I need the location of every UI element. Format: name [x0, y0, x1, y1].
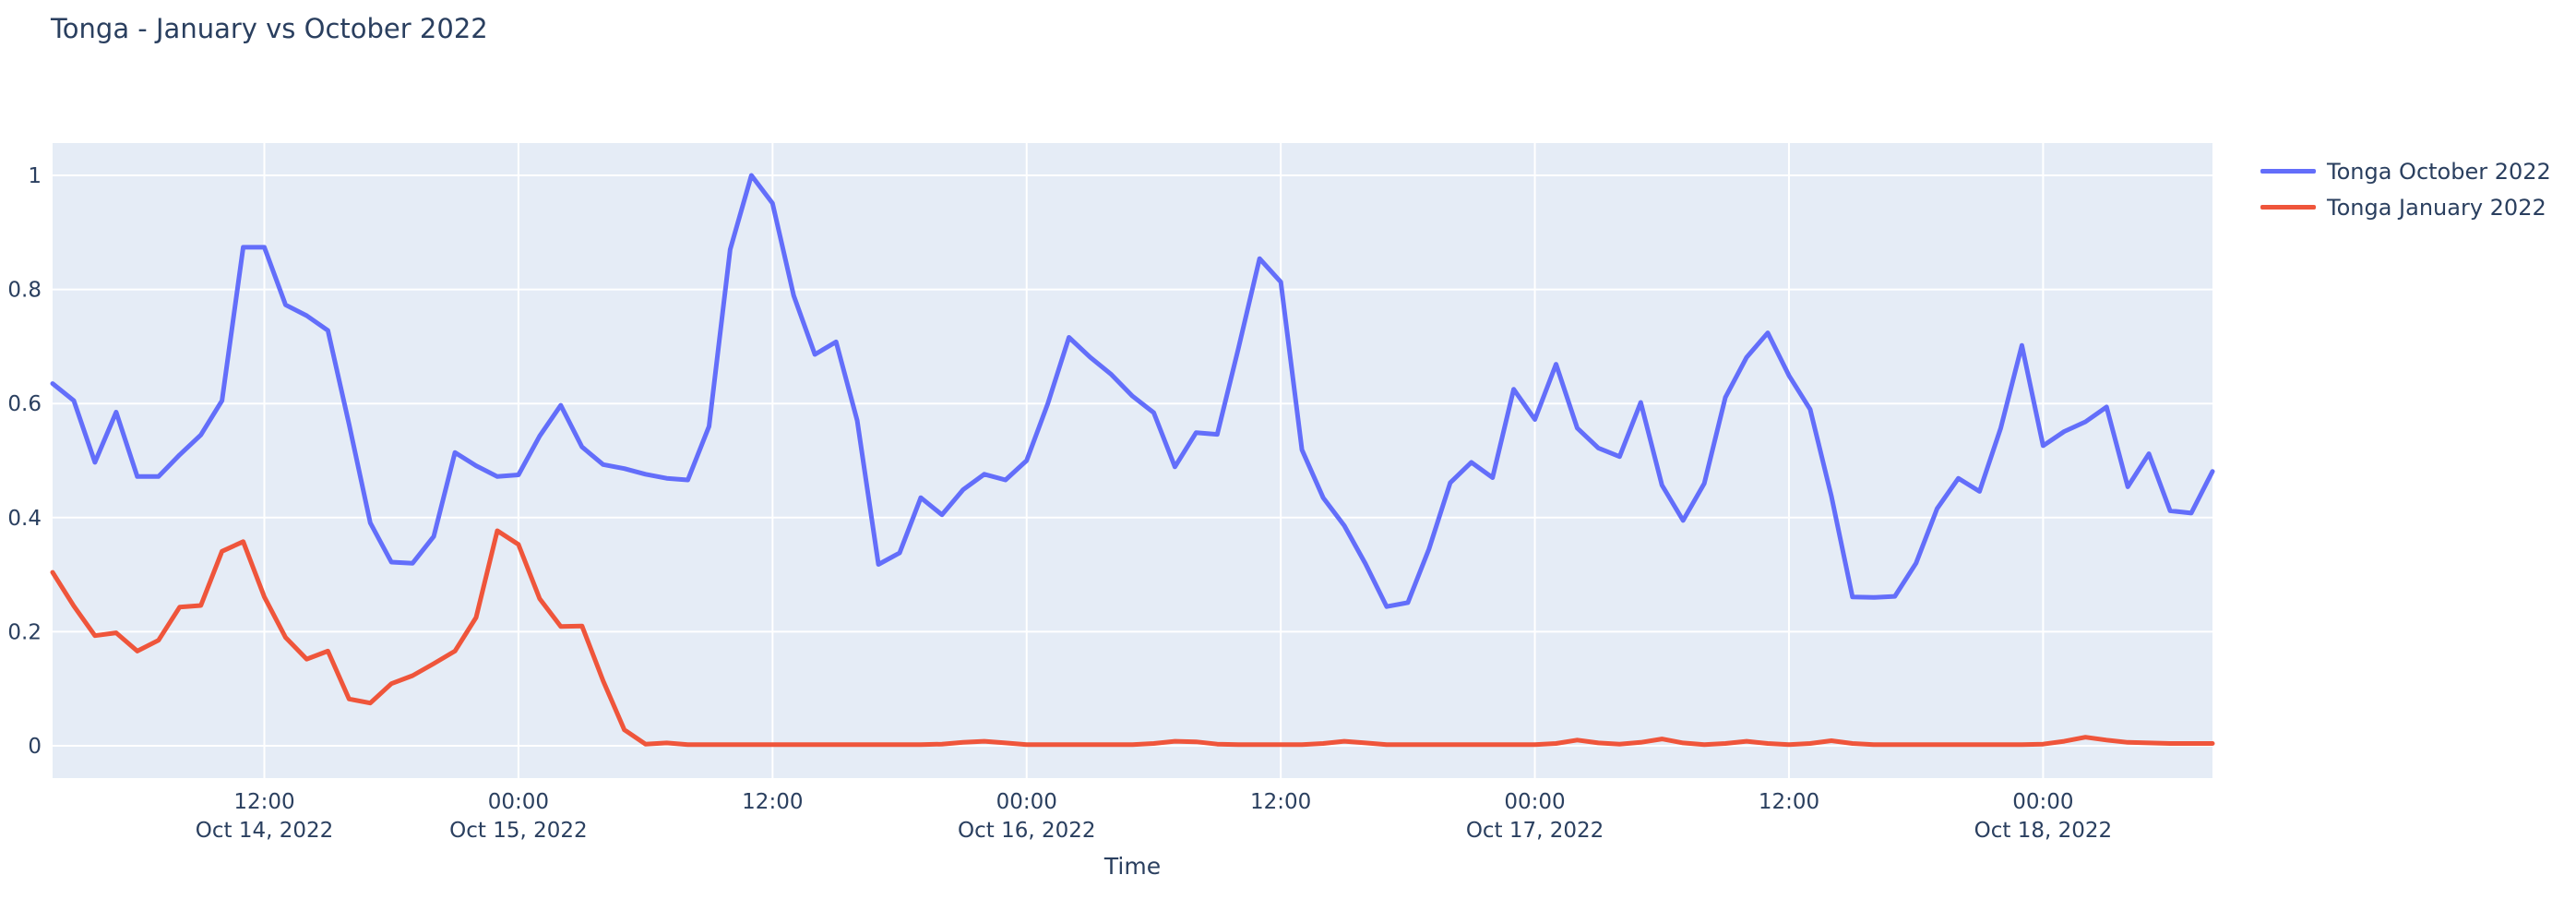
chart-title: Tonga - January vs October 2022	[51, 13, 488, 44]
series-line-october[interactable]	[50, 173, 2215, 609]
y-tick-label: 0.2	[7, 620, 42, 644]
x-tick-time-label: 12:00	[233, 790, 294, 814]
x-tick-time-label: 00:00	[2012, 790, 2073, 814]
legend-line-swatch	[2260, 205, 2316, 210]
legend-item-october[interactable]: Tonga October 2022	[2260, 153, 2551, 189]
x-tick-time-label: 12:00	[1759, 790, 1819, 814]
x-tick-time-label: 00:00	[1504, 790, 1565, 814]
x-axis-title: Time	[1103, 853, 1161, 880]
plot-area[interactable]	[53, 143, 2212, 778]
y-tick-label: 0.4	[7, 507, 42, 531]
x-tick-time-label: 12:00	[742, 790, 803, 814]
legend: Tonga October 2022 Tonga January 2022	[2260, 153, 2551, 225]
legend-line-swatch	[2260, 169, 2316, 174]
x-tick-date-label: Oct 18, 2022	[1974, 819, 2113, 843]
y-tick-label: 0.8	[7, 279, 42, 303]
y-tick-label: 1	[28, 164, 42, 188]
y-tick-label: 0.6	[7, 392, 42, 416]
x-tick-date-label: Oct 14, 2022	[196, 819, 334, 843]
y-tick-label: 0	[28, 735, 42, 759]
x-tick-time-label: 12:00	[1250, 790, 1311, 814]
legend-label: Tonga January 2022	[2327, 194, 2546, 221]
legend-label: Tonga October 2022	[2327, 158, 2551, 185]
x-tick-date-label: Oct 15, 2022	[449, 819, 588, 843]
legend-item-january[interactable]: Tonga January 2022	[2260, 189, 2551, 225]
x-tick-date-label: Oct 16, 2022	[958, 819, 1096, 843]
x-tick-time-label: 00:00	[488, 790, 549, 814]
x-tick-time-label: 00:00	[996, 790, 1057, 814]
series-line-january[interactable]	[50, 528, 2215, 748]
x-tick-date-label: Oct 17, 2022	[1466, 819, 1604, 843]
